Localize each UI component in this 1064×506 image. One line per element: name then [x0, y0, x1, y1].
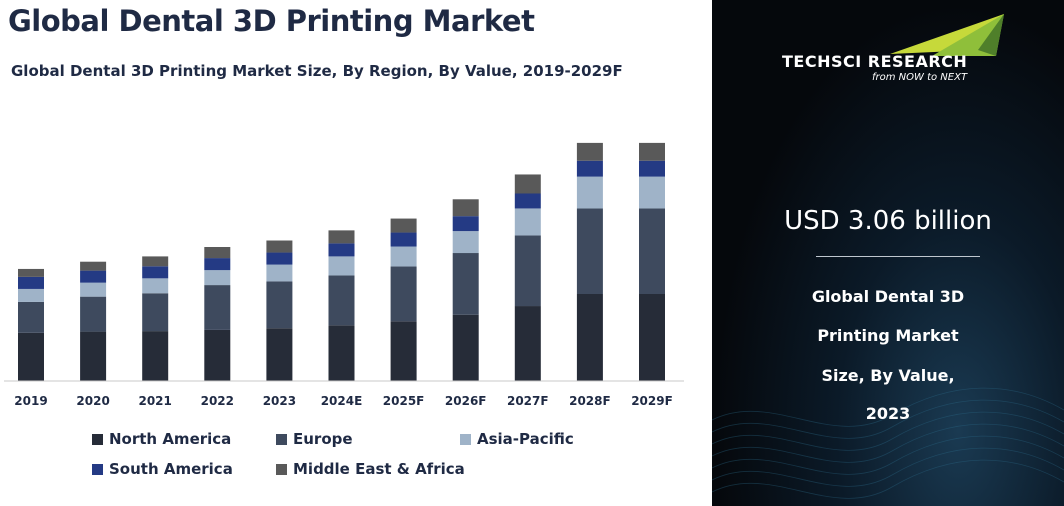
bar-segment-middle-east-africa-2021 [142, 256, 169, 267]
x-tick-label-2019: 2019 [14, 394, 47, 408]
bar-segment-north-america-2029f [639, 293, 665, 381]
bar-segment-middle-east-africa-2029f [639, 142, 665, 161]
x-tick-labels: 2019 2020 2021 2022 2023 2024E 2025F 2026F 2027F… [14, 394, 673, 408]
x-tick-label-2021: 2021 [138, 394, 171, 408]
bar-segment-north-america-2019 [18, 332, 44, 381]
brand-name: TECHSCI RESEARCH [782, 52, 968, 71]
bar-segment-asia-pacific-2028f [576, 176, 603, 209]
bar-segment-europe-2028f [576, 208, 603, 294]
bar-segment-south-america-2024e [328, 243, 355, 257]
bar-segment-south-america-2023 [266, 252, 293, 265]
x-tick-label-2024e: 2024E [321, 394, 363, 408]
bar-segment-asia-pacific-2027f [514, 208, 541, 236]
bar-segment-north-america-2021 [142, 331, 169, 381]
bar-segment-north-america-2026f [452, 314, 479, 381]
bar-segment-middle-east-africa-2019 [18, 268, 44, 277]
bar-segment-north-america-2024e [328, 325, 355, 381]
bar-segment-north-america-2020 [80, 331, 107, 381]
bar-segment-asia-pacific-2029f [639, 176, 665, 209]
bar-segment-asia-pacific-2024e [328, 256, 355, 276]
bar-segment-middle-east-africa-2026f [452, 199, 479, 217]
bar-segment-asia-pacific-2020 [80, 282, 107, 297]
bar-segment-north-america-2025f [390, 321, 417, 381]
bar-segment-south-america-2027f [514, 193, 541, 209]
bar-segment-asia-pacific-2019 [18, 288, 44, 302]
bar-segment-asia-pacific-2026f [452, 231, 479, 254]
bar-segment-middle-east-africa-2023 [266, 240, 293, 253]
bar-segment-asia-pacific-2022 [204, 270, 231, 286]
bar-segment-middle-east-africa-2028f [576, 142, 603, 161]
bar-segment-asia-pacific-2025f [390, 246, 417, 267]
x-tick-label-2025f: 2025F [383, 394, 425, 408]
x-tick-label-2023: 2023 [263, 394, 296, 408]
bar-segment-europe-2020 [80, 296, 107, 332]
caption-line-4: 2023 [865, 404, 911, 423]
chart-panel: Global Dental 3D Printing Market Global … [4, 4, 684, 478]
bar-segment-south-america-2020 [80, 270, 107, 283]
caption-line-2: Printing Market [817, 326, 959, 345]
bar-segment-europe-2027f [514, 235, 541, 307]
divider-line [816, 256, 980, 257]
bar-segment-north-america-2023 [266, 328, 293, 381]
bar-segment-europe-2025f [390, 266, 417, 322]
x-tick-label-2022: 2022 [201, 394, 234, 408]
bar-segment-asia-pacific-2021 [142, 278, 169, 294]
bar-segment-europe-2021 [142, 293, 169, 332]
bar-segment-south-america-2021 [142, 266, 169, 279]
caption-line-3: Size, By Value, [821, 366, 955, 385]
bar-segment-asia-pacific-2023 [266, 264, 293, 282]
page-title: Global Dental 3D Printing Market [8, 4, 535, 38]
bar-segment-north-america-2022 [204, 329, 231, 381]
bar-segment-middle-east-africa-2025f [390, 218, 417, 233]
bar-segment-middle-east-africa-2024e [328, 230, 355, 244]
bar-segment-north-america-2027f [514, 306, 541, 381]
bar-segment-south-america-2022 [204, 258, 231, 271]
bar-segment-europe-2024e [328, 275, 355, 326]
bar-segment-south-america-2028f [576, 160, 603, 177]
bar-segment-europe-2029f [639, 208, 665, 294]
x-tick-label-2026f: 2026F [445, 394, 487, 408]
bar-segment-middle-east-africa-2027f [514, 174, 541, 194]
bar-segment-middle-east-africa-2022 [204, 247, 231, 259]
chart-subtitle: Global Dental 3D Printing Market Size, B… [11, 62, 623, 80]
x-tick-label-2020: 2020 [76, 394, 109, 408]
bar-segment-europe-2022 [204, 285, 231, 330]
bar-segment-europe-2026f [452, 253, 479, 315]
bar-segment-south-america-2019 [18, 276, 44, 289]
bars-group [18, 142, 665, 381]
bar-segment-south-america-2026f [452, 216, 479, 232]
brand-tagline: from NOW to NEXT [872, 72, 968, 83]
caption-line-1: Global Dental 3D [811, 287, 965, 306]
x-tick-label-2028f: 2028F [569, 394, 611, 408]
bar-segment-middle-east-africa-2020 [80, 261, 107, 271]
stacked-bar-chart: 2019 2020 2021 2022 2023 2024E 2025F 2026F 2027F… [4, 142, 684, 408]
market-value-highlight: USD 3.06 billion [784, 206, 992, 236]
x-tick-label-2027f: 2027F [507, 394, 549, 408]
bar-segment-north-america-2028f [576, 293, 603, 381]
background-waves-graphic [712, 387, 1064, 499]
bar-segment-europe-2023 [266, 281, 293, 329]
summary-panel: TECHSCI RESEARCH from NOW to NEXT USD 3.… [712, 0, 1064, 506]
x-tick-label-2029f: 2029F [631, 394, 673, 408]
bar-segment-europe-2019 [18, 301, 44, 333]
bar-segment-south-america-2029f [639, 160, 665, 177]
bar-segment-south-america-2025f [390, 232, 417, 247]
techsci-logo-graphic [890, 14, 1004, 56]
